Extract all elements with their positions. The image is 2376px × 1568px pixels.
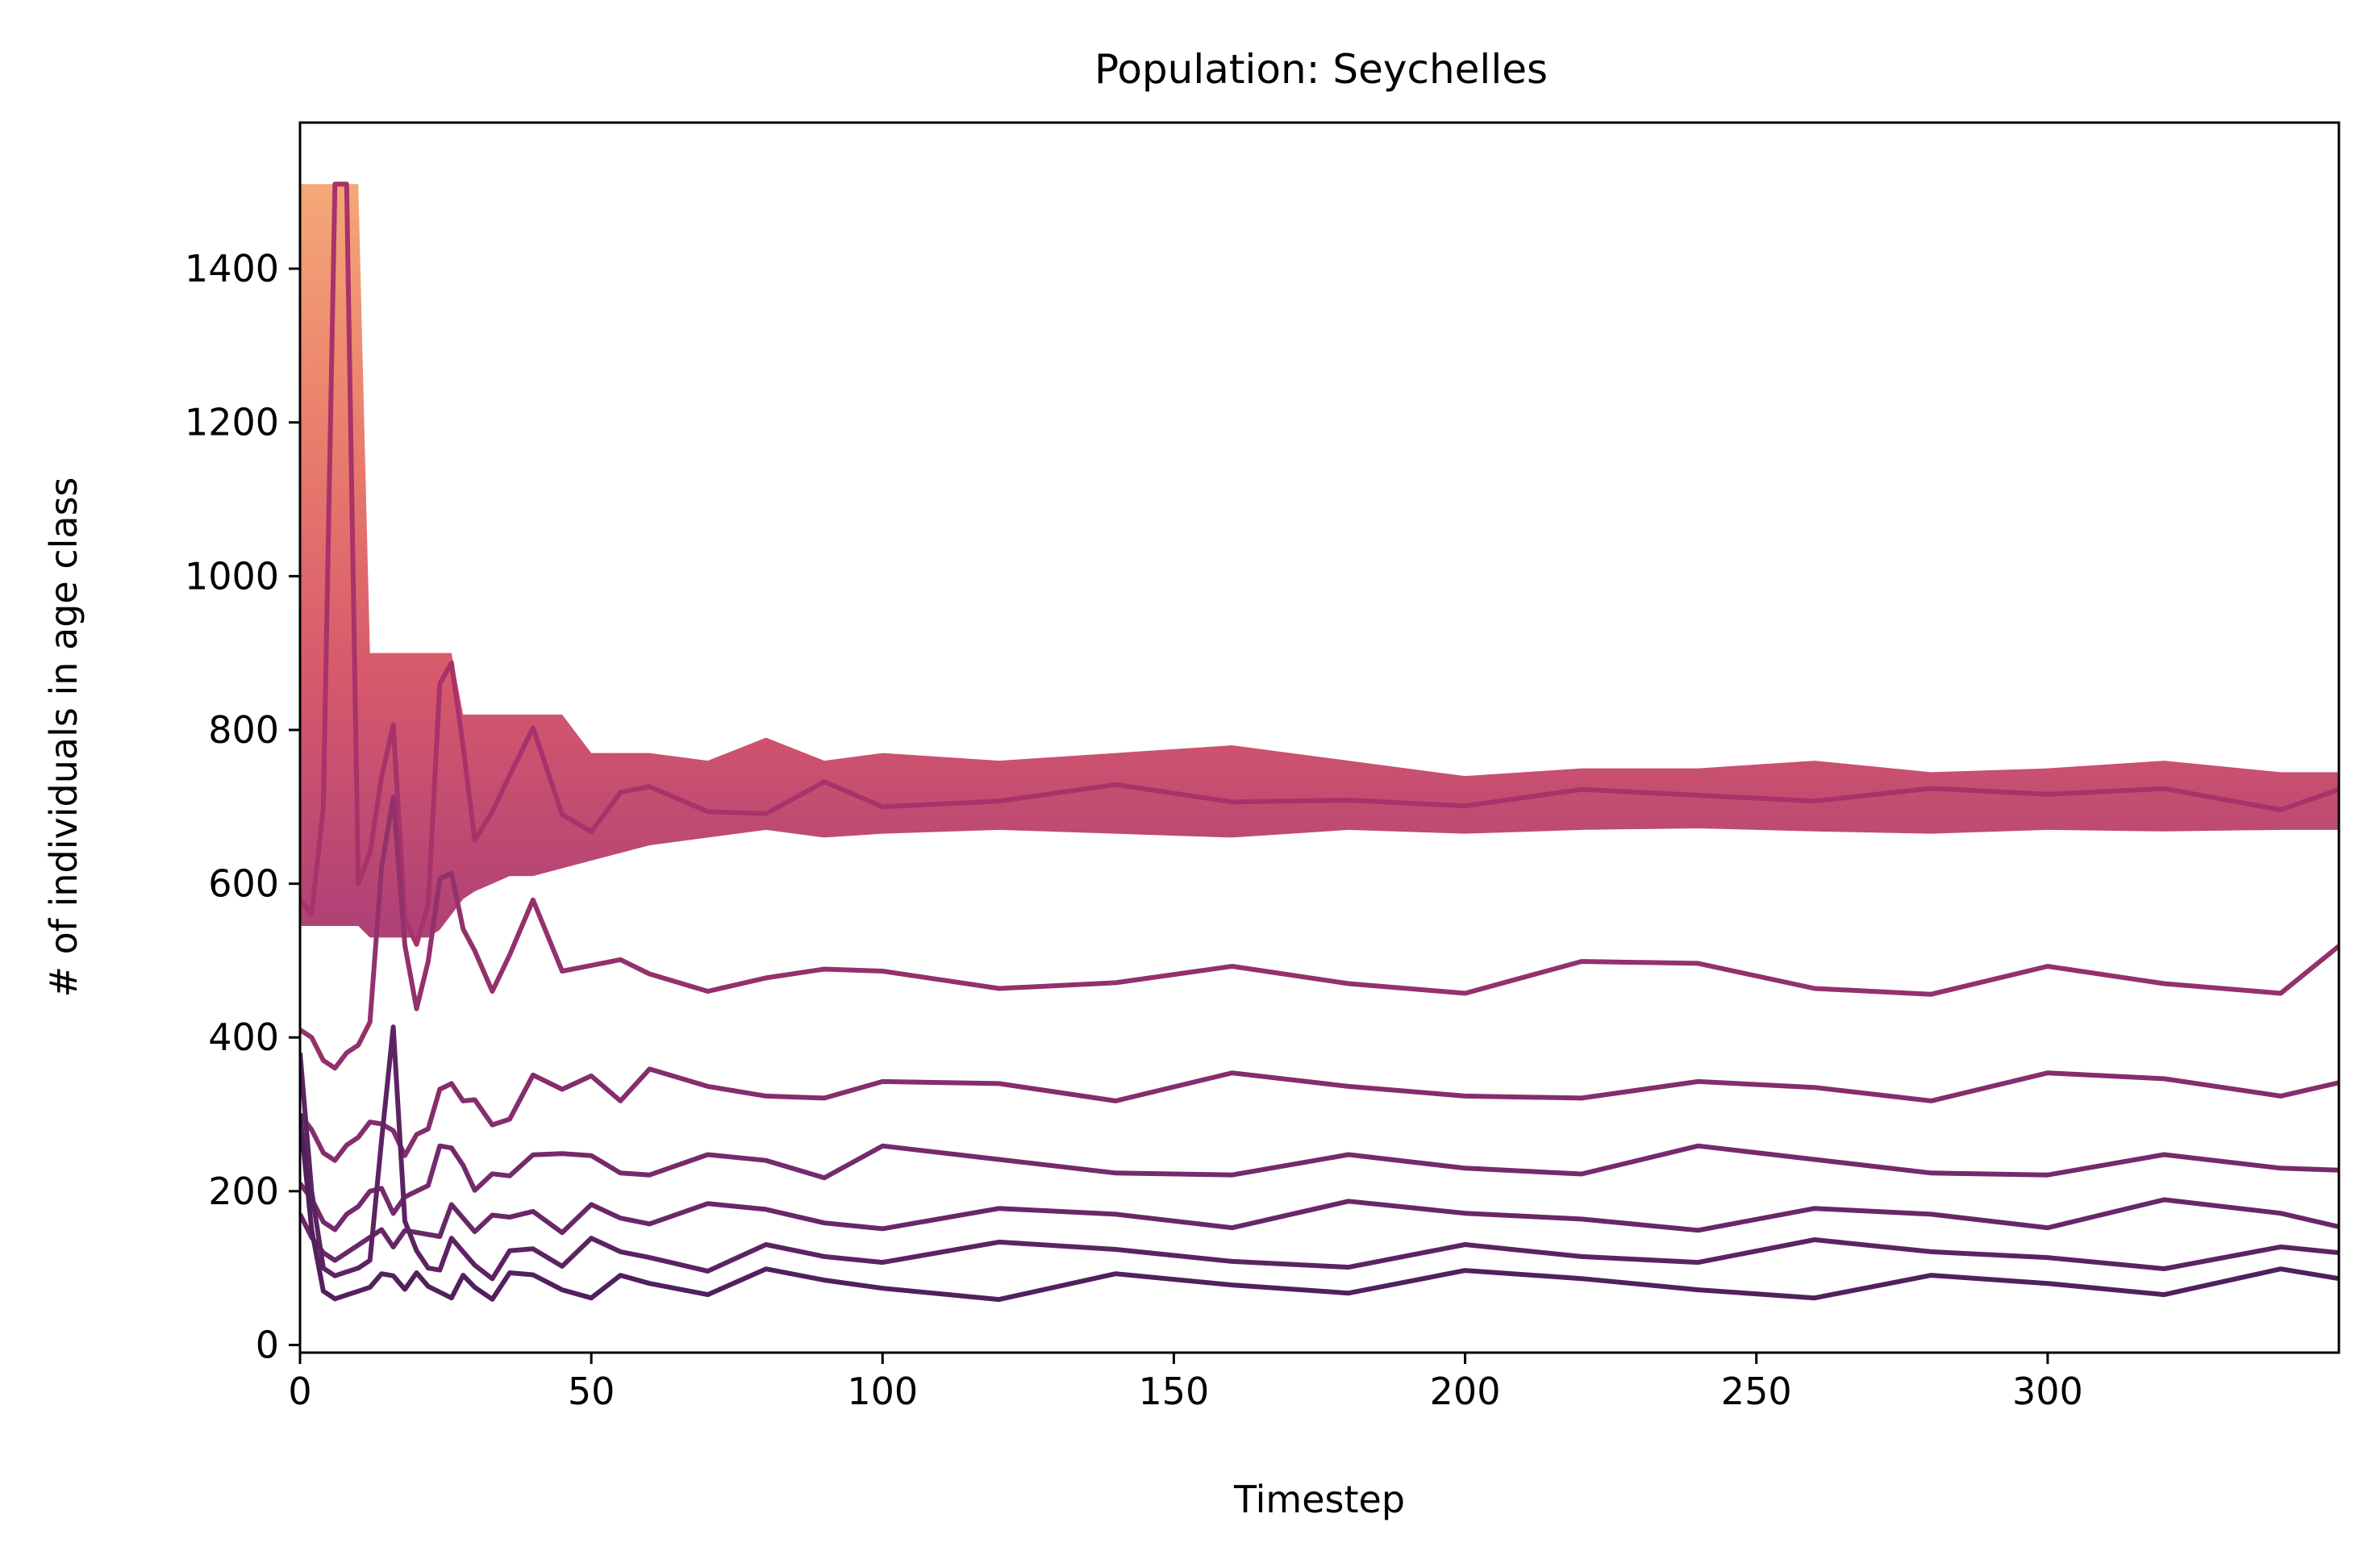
y-tick-label: 200 xyxy=(208,1170,279,1213)
y-tick-label: 0 xyxy=(256,1323,279,1366)
x-tick-label: 200 xyxy=(1430,1370,1501,1413)
x-tick-label: 0 xyxy=(288,1370,311,1413)
y-tick-label: 1200 xyxy=(185,401,279,444)
x-axis-label: Timestep xyxy=(1233,1478,1405,1521)
age-class-band xyxy=(300,184,2339,938)
y-tick-label: 1400 xyxy=(185,247,279,290)
series-line-6 xyxy=(300,1114,2339,1303)
series-line-0 xyxy=(300,181,2339,947)
series-line-2 xyxy=(300,1066,2339,1163)
y-axis: 0 200 400 600 800 1000 1200 1400 xyxy=(185,247,300,1366)
series-line-5 xyxy=(300,1024,2339,1282)
y-tick-label: 600 xyxy=(208,862,279,906)
x-tick-label: 300 xyxy=(2012,1370,2083,1413)
y-tick-label: 400 xyxy=(208,1015,279,1059)
plot-frame xyxy=(298,121,2341,1354)
series-line-1 xyxy=(300,794,2339,1071)
series-layer xyxy=(300,181,2339,1303)
x-tick-label: 50 xyxy=(568,1370,615,1413)
x-tick-label: 100 xyxy=(847,1370,918,1413)
y-tick-label: 1000 xyxy=(185,554,279,598)
chart-title: Population: Seychelles xyxy=(1094,46,1548,93)
x-tick-label: 250 xyxy=(1721,1370,1792,1413)
y-tick-label: 800 xyxy=(208,708,279,752)
x-axis: 0 50 100 150 200 250 300 xyxy=(288,1353,2083,1413)
y-axis-label: # of individuals in age class xyxy=(42,477,85,997)
series-line-4 xyxy=(300,1197,2339,1263)
x-tick-label: 150 xyxy=(1139,1370,1210,1413)
